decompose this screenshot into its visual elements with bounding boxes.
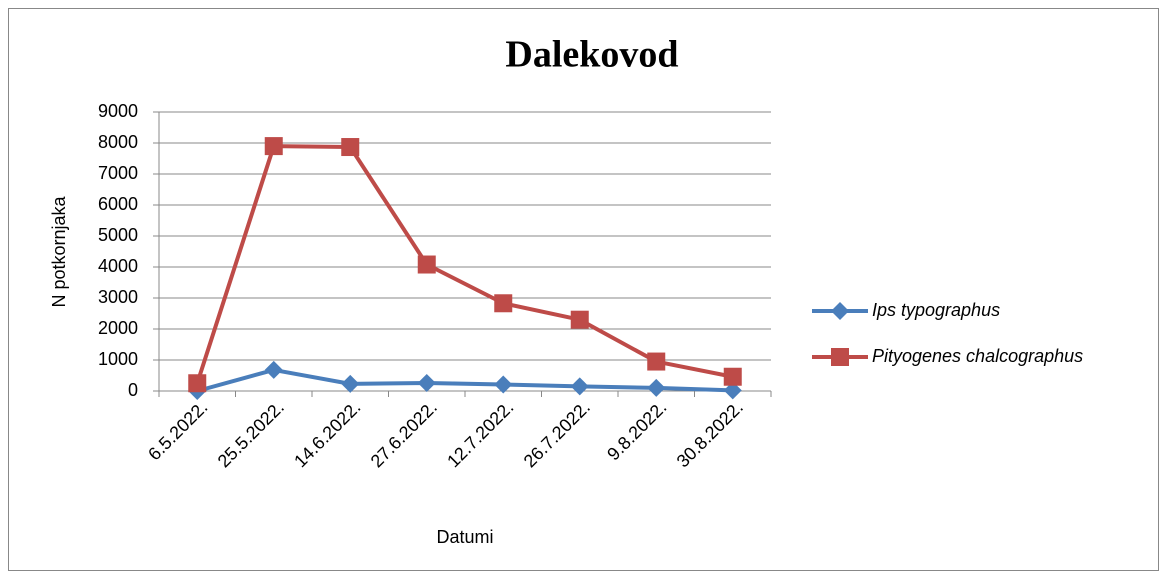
point [188,374,207,393]
y-tick-label: 8000 [98,132,138,152]
point [647,378,666,397]
legend-marker [831,348,849,366]
y-tick-label: 7000 [98,163,138,183]
y-tick-label: 4000 [98,256,138,276]
chart-title: Dalekovod [505,34,678,76]
point [723,367,742,386]
y-tick-label: 9000 [98,101,138,121]
point [417,373,436,392]
y-tick-label: 2000 [98,318,138,338]
point [494,294,513,313]
y-tick-label: 5000 [98,225,138,245]
y-tick-label: 6000 [98,194,138,214]
point [647,352,666,371]
point [494,375,513,394]
series-line [195,144,734,384]
point [723,381,742,400]
chart-border [8,8,1159,571]
point [341,138,360,157]
y-tick-label: 3000 [98,287,138,307]
y-tick-label: 1000 [98,349,138,369]
point [417,255,436,274]
point [570,310,589,329]
point [264,360,283,379]
point [264,137,283,156]
series-line [196,367,733,393]
legend-marker [831,302,849,320]
point [341,374,360,393]
legend-label: Pityogenes chalcographus [872,346,1083,366]
y-tick-label: 0 [128,380,138,400]
point [570,377,589,396]
legend-label: Ips typographus [872,300,1000,320]
y-axis-label: N potkornjaka [49,195,69,307]
x-axis-label: Datumi [436,527,493,547]
